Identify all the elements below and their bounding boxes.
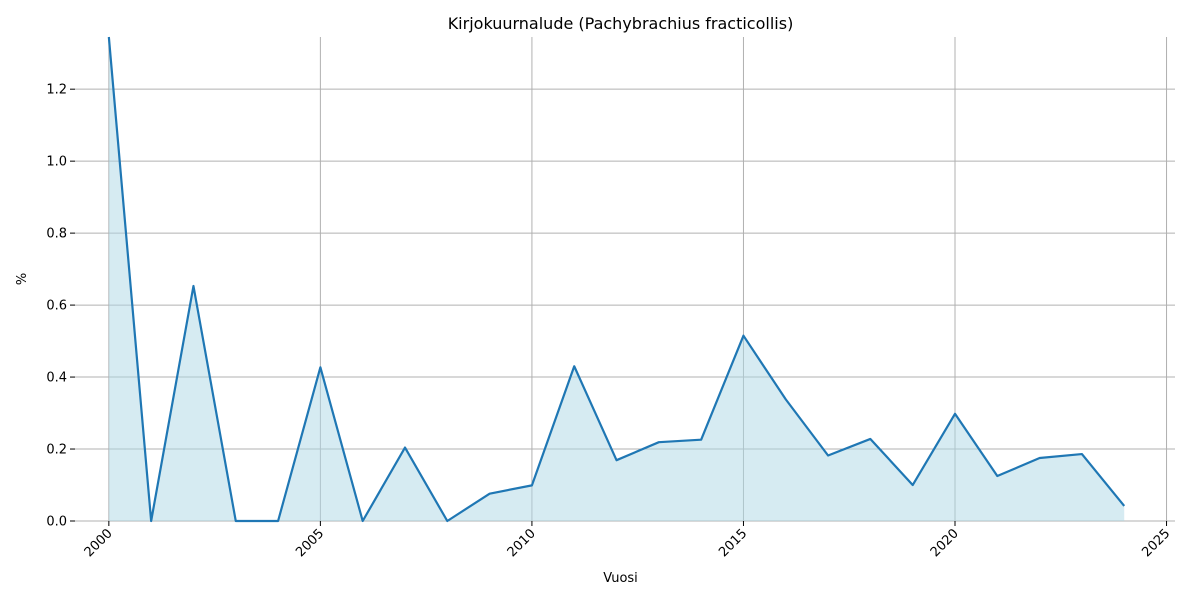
series-line: [107, 36, 1126, 523]
chart-title: Kirjokuurnalude (Pachybrachius fracticol…: [448, 14, 794, 33]
x-tick-label: 2000: [82, 526, 116, 560]
y-tick-label: 0.4: [46, 371, 67, 386]
y-tick-label: 0.0: [46, 515, 67, 530]
y-axis-label: %: [15, 273, 30, 285]
y-tick-label: 0.8: [46, 227, 67, 242]
x-tick-label: 2025: [1139, 526, 1173, 560]
y-tick-label: 1.0: [46, 155, 67, 170]
y-tick-label: 0.6: [46, 299, 67, 314]
x-axis-label: Vuosi: [603, 571, 638, 586]
x-tick-label: 2020: [928, 526, 962, 560]
grid: [75, 37, 1175, 522]
x-tick-label: 2010: [505, 526, 539, 560]
x-tick-label: 2005: [293, 526, 327, 560]
y-tick-label: 1.2: [46, 83, 67, 98]
area-fill: [108, 37, 1125, 521]
y-tick-label: 0.2: [46, 443, 67, 458]
x-tick-label: 2015: [716, 526, 750, 560]
